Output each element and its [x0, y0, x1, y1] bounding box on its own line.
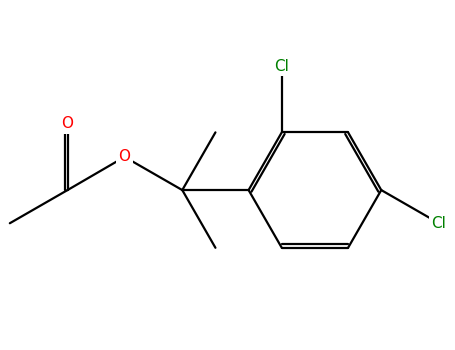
Text: O: O	[119, 149, 131, 164]
Text: O: O	[61, 116, 74, 131]
Text: Cl: Cl	[431, 216, 446, 231]
Text: Cl: Cl	[274, 58, 289, 74]
